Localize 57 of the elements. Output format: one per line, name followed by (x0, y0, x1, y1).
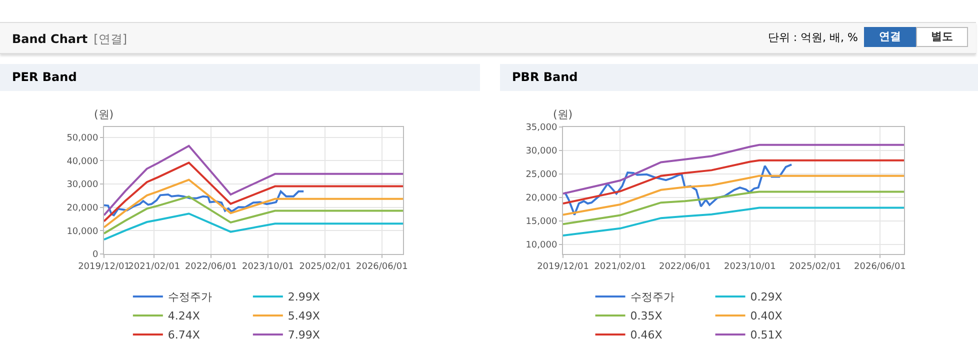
legend-label: 6.74X (168, 328, 200, 342)
x-tick-label: 2025/02/01 (299, 262, 352, 272)
text: Band Chart (12, 32, 88, 46)
x-tick-label: 2023/10/01 (242, 262, 294, 272)
line-series (563, 174, 904, 216)
legend-label: 0.46X (630, 328, 663, 342)
text: [연결] (94, 32, 128, 46)
y-axis-title: (원) (94, 108, 114, 121)
line-series (104, 144, 403, 216)
x-tick-label: 2019/12/01 (537, 262, 589, 272)
y-tick-label: 15,000 (526, 217, 558, 228)
legend-label: 0.29X (750, 290, 783, 304)
x-tick-label: 2022/06/01 (658, 262, 711, 272)
legend-label: 4.24X (168, 310, 200, 323)
y-tick-label: 0 (92, 250, 98, 260)
y-tick-label: 25,000 (526, 170, 558, 180)
text: 연결 (864, 27, 916, 47)
y-tick-label: 10,000 (526, 240, 558, 251)
legend-label: 수정주가 (630, 290, 674, 304)
y-tick-label: 30,000 (66, 180, 98, 190)
line-series (564, 164, 793, 216)
x-tick-label: 2023/10/01 (724, 262, 776, 272)
line-series (104, 178, 403, 228)
legend-label: 7.99X (288, 328, 320, 342)
line-series (563, 206, 904, 236)
line-series (563, 159, 904, 205)
text: 별도 (916, 27, 968, 47)
x-tick-label: 2019/12/01 (78, 262, 130, 272)
x-tick-label: 2021/02/01 (594, 262, 646, 272)
chart-title: PER Band (0, 64, 480, 91)
legend-label: 0.40X (750, 310, 783, 323)
y-tick-label: 35,000 (526, 123, 558, 134)
y-axis-title: (원) (553, 108, 573, 121)
legend-label: 2.99X (288, 290, 320, 304)
y-tick-label: 40,000 (66, 156, 98, 167)
x-tick-label: 2025/02/01 (789, 262, 842, 272)
line-series (104, 190, 305, 216)
y-tick-label: 30,000 (526, 146, 558, 157)
legend-label: 0.35X (630, 310, 663, 323)
legend-label: 수정주가 (168, 290, 212, 304)
legend-label: 0.51X (750, 328, 783, 342)
legend-label: 5.49X (288, 310, 320, 323)
text: 단위 : 억원, 배, % (768, 30, 858, 44)
x-tick-label: 2021/02/01 (128, 262, 180, 272)
chart-title: PBR Band (500, 64, 978, 91)
x-tick-label: 2026/06/01 (854, 262, 906, 272)
line-series (104, 162, 403, 222)
x-tick-label: 2026/06/01 (356, 262, 408, 272)
line-series (104, 212, 403, 241)
y-tick-label: 20,000 (526, 194, 558, 204)
line-series (563, 144, 904, 195)
line-series (563, 190, 904, 226)
y-tick-label: 50,000 (66, 133, 98, 144)
y-tick-label: 20,000 (66, 203, 98, 214)
line-series (104, 196, 403, 234)
x-tick-label: 2022/06/01 (184, 262, 237, 272)
y-tick-label: 10,000 (66, 226, 98, 237)
